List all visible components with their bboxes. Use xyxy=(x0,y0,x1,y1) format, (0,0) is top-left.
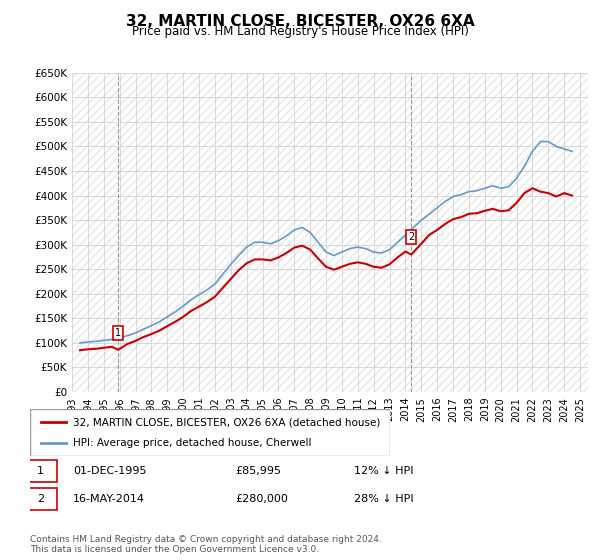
Text: 01-DEC-1995: 01-DEC-1995 xyxy=(73,466,146,476)
Text: 12% ↓ HPI: 12% ↓ HPI xyxy=(354,466,413,476)
Text: 1: 1 xyxy=(37,466,44,476)
Text: 28% ↓ HPI: 28% ↓ HPI xyxy=(354,494,413,504)
FancyBboxPatch shape xyxy=(30,409,390,456)
Text: 1: 1 xyxy=(115,328,121,338)
Text: 32, MARTIN CLOSE, BICESTER, OX26 6XA: 32, MARTIN CLOSE, BICESTER, OX26 6XA xyxy=(125,14,475,29)
Text: 32, MARTIN CLOSE, BICESTER, OX26 6XA (detached house): 32, MARTIN CLOSE, BICESTER, OX26 6XA (de… xyxy=(73,417,380,427)
Text: 2: 2 xyxy=(408,232,415,242)
Text: 2: 2 xyxy=(37,494,44,504)
Text: 16-MAY-2014: 16-MAY-2014 xyxy=(73,494,145,504)
Text: Contains HM Land Registry data © Crown copyright and database right 2024.
This d: Contains HM Land Registry data © Crown c… xyxy=(30,535,382,554)
Text: £280,000: £280,000 xyxy=(235,494,288,504)
Text: HPI: Average price, detached house, Cherwell: HPI: Average price, detached house, Cher… xyxy=(73,438,312,448)
Text: £85,995: £85,995 xyxy=(235,466,281,476)
FancyBboxPatch shape xyxy=(25,488,57,510)
Text: Price paid vs. HM Land Registry's House Price Index (HPI): Price paid vs. HM Land Registry's House … xyxy=(131,25,469,38)
FancyBboxPatch shape xyxy=(25,460,57,482)
